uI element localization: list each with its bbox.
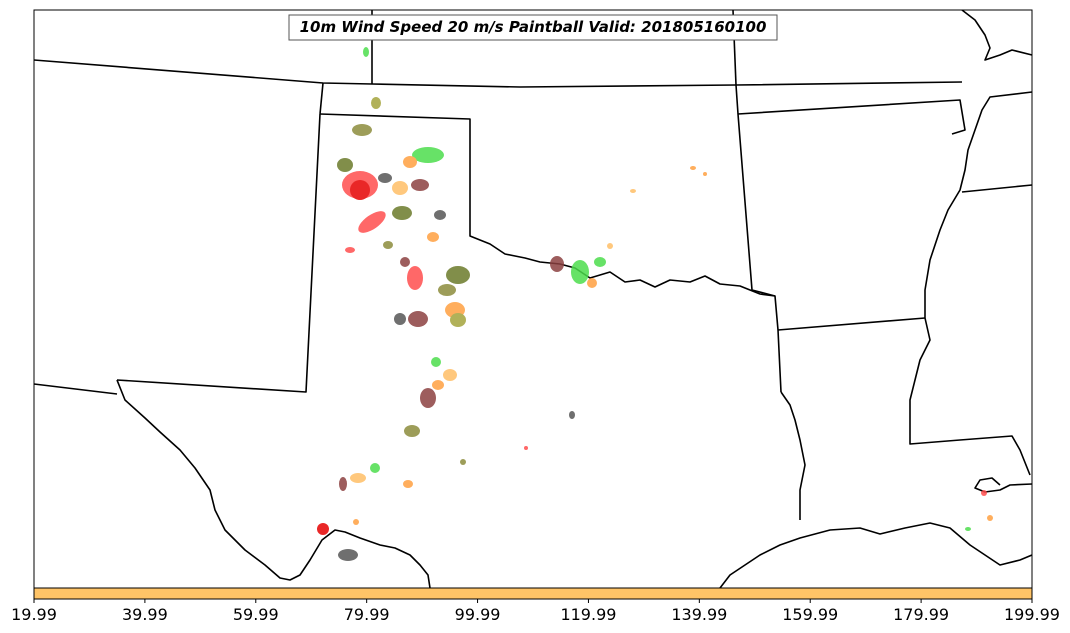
nm-tx-border bbox=[116, 113, 321, 393]
blob bbox=[446, 266, 470, 284]
blob bbox=[438, 284, 456, 296]
ar-mo-border bbox=[737, 99, 966, 135]
blob bbox=[363, 47, 369, 57]
blob bbox=[594, 257, 606, 267]
paintball-blobs bbox=[317, 47, 993, 561]
blob bbox=[524, 446, 528, 450]
blob bbox=[338, 549, 358, 561]
blob bbox=[630, 189, 636, 193]
nm-west bbox=[33, 383, 118, 395]
blob bbox=[358, 211, 386, 233]
colorbar-tick-label: 79.99 bbox=[344, 605, 390, 624]
blob bbox=[337, 158, 353, 172]
blob bbox=[392, 181, 408, 195]
blob bbox=[587, 278, 597, 288]
blob bbox=[965, 527, 971, 531]
blob bbox=[460, 459, 466, 465]
blob bbox=[350, 473, 366, 483]
blob bbox=[352, 124, 372, 136]
colorbar-tick-label: 59.99 bbox=[233, 605, 279, 624]
blob bbox=[378, 173, 392, 183]
blob bbox=[411, 179, 429, 191]
state-borders bbox=[33, 9, 1033, 589]
blob bbox=[607, 243, 613, 249]
blob bbox=[427, 232, 439, 242]
co-nm-border bbox=[319, 82, 324, 115]
blob bbox=[317, 523, 329, 535]
blob bbox=[339, 477, 347, 491]
mississippi-river bbox=[909, 91, 1033, 476]
blob bbox=[412, 147, 444, 163]
colorbar-tick-label: 179.99 bbox=[893, 605, 949, 624]
blob bbox=[571, 260, 589, 284]
blob bbox=[370, 463, 380, 473]
blob bbox=[404, 425, 420, 437]
map-title: 10m Wind Speed 20 m/s Paintball Valid: 2… bbox=[300, 18, 767, 36]
tx-la-border bbox=[780, 391, 806, 520]
blob bbox=[394, 313, 406, 325]
la-coast-islands bbox=[974, 477, 1033, 493]
colorbar-tick-label: 99.99 bbox=[455, 605, 501, 624]
tx-rio-grande bbox=[116, 379, 431, 589]
colorbar-tick-label: 139.99 bbox=[671, 605, 727, 624]
colorbar-ticks: 19.99 39.99 59.99 79.99 99.99 119.99 139.99 159… bbox=[11, 599, 1060, 624]
ok-tx-red-river bbox=[319, 113, 776, 297]
title-frame bbox=[288, 14, 778, 41]
blob bbox=[420, 388, 436, 408]
blob bbox=[403, 156, 417, 168]
title-box: 10m Wind Speed 20 m/s Paintball Valid: 2… bbox=[288, 14, 778, 41]
blob bbox=[407, 266, 423, 290]
blob bbox=[403, 480, 413, 488]
ok-ar-border bbox=[735, 84, 782, 393]
colorbar-tick-label: 119.99 bbox=[560, 605, 616, 624]
blob bbox=[434, 210, 446, 220]
blob bbox=[371, 97, 381, 109]
blob bbox=[569, 411, 575, 419]
blob bbox=[350, 180, 370, 200]
blob bbox=[353, 519, 359, 525]
colorbar-tick-label: 19.99 bbox=[11, 605, 57, 624]
tn-ms-border bbox=[961, 184, 1033, 193]
blob bbox=[345, 247, 355, 253]
blob bbox=[383, 241, 393, 249]
map-frame bbox=[33, 9, 1033, 589]
blob bbox=[408, 311, 428, 327]
blob bbox=[443, 369, 457, 381]
colorbar-tick-label: 39.99 bbox=[122, 605, 168, 624]
ar-la-border bbox=[777, 317, 926, 331]
colorbar bbox=[33, 587, 1033, 600]
blob bbox=[981, 490, 987, 496]
blob bbox=[431, 357, 441, 367]
tn-border bbox=[961, 9, 1033, 61]
blob bbox=[690, 166, 696, 170]
colorbar-tick-label: 159.99 bbox=[782, 605, 838, 624]
blob bbox=[550, 256, 564, 272]
blob bbox=[400, 257, 410, 267]
kansas-south-border bbox=[33, 59, 963, 88]
blob bbox=[432, 380, 444, 390]
colorbar-tick-label: 199.99 bbox=[1004, 605, 1060, 624]
blob bbox=[703, 172, 707, 176]
blob bbox=[987, 515, 993, 521]
gulf-coast bbox=[719, 522, 1033, 589]
blob bbox=[450, 313, 466, 327]
blob bbox=[392, 206, 412, 220]
